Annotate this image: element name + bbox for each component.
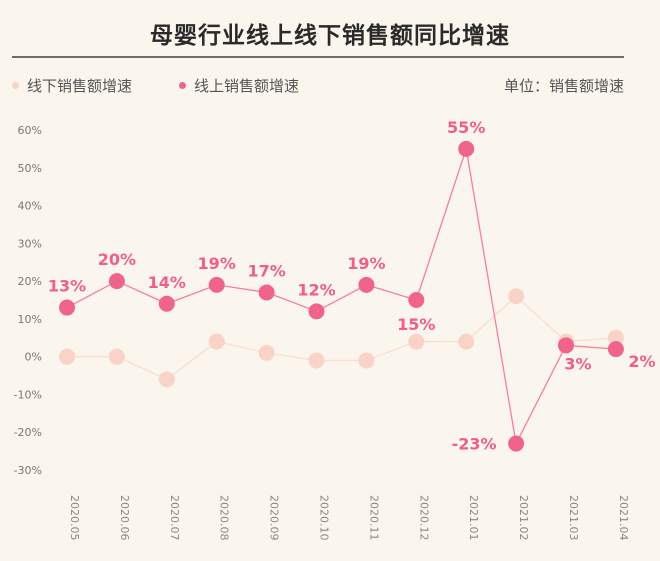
x-tick-label: 2020.06 bbox=[118, 495, 131, 541]
data-label: 14% bbox=[148, 273, 186, 292]
data-point-offline bbox=[59, 348, 75, 365]
data-point-online bbox=[358, 276, 375, 293]
series-line-offline bbox=[67, 295, 616, 381]
data-point-offline bbox=[158, 371, 175, 388]
y-tick-label: 0% bbox=[25, 351, 42, 364]
title-divider bbox=[12, 56, 624, 58]
data-label: 17% bbox=[247, 261, 285, 280]
legend-marker-online bbox=[179, 82, 186, 89]
data-point-online bbox=[458, 140, 475, 157]
data-point-online bbox=[308, 303, 325, 320]
data-label: 2% bbox=[628, 352, 655, 371]
data-point-offline bbox=[258, 344, 275, 361]
x-tick-label: 2020.12 bbox=[417, 495, 430, 541]
series-line-online bbox=[66, 148, 616, 446]
data-point-online bbox=[258, 284, 275, 301]
data-label: 20% bbox=[98, 250, 136, 269]
data-label: 13% bbox=[48, 277, 86, 296]
legend-item-online: 线上销售额增速 bbox=[179, 75, 299, 96]
data-point-offline bbox=[108, 348, 125, 365]
data-point-offline bbox=[458, 333, 475, 350]
data-point-online bbox=[59, 299, 75, 316]
data-point-online bbox=[508, 435, 525, 452]
data-point-offline bbox=[508, 288, 525, 305]
data-point-offline bbox=[607, 329, 624, 346]
y-tick-label: 30% bbox=[18, 237, 42, 250]
unit-label: 单位：销售额增速 bbox=[503, 77, 624, 95]
legend-marker-offline bbox=[12, 82, 19, 89]
x-tick-label: 2021.03 bbox=[567, 495, 580, 541]
legend-label-online: 线上销售额增速 bbox=[194, 77, 300, 95]
data-point-online bbox=[558, 337, 574, 354]
y-tick-label: -30% bbox=[14, 464, 42, 477]
x-tick-label: 2020.08 bbox=[218, 495, 231, 541]
data-label: 55% bbox=[447, 118, 485, 137]
x-tick-label: 2021.01 bbox=[467, 495, 480, 541]
data-point-offline bbox=[208, 333, 225, 350]
data-label: 19% bbox=[198, 254, 236, 273]
data-point-online bbox=[108, 273, 125, 290]
y-tick-label: -20% bbox=[14, 426, 42, 439]
data-point-online bbox=[158, 295, 175, 312]
legend-item-offline: 线下销售额增速 bbox=[12, 75, 132, 96]
data-point-offline bbox=[358, 352, 375, 369]
y-tick-label: 10% bbox=[18, 313, 42, 326]
chart-title: 母婴行业线上线下销售额同比增速 bbox=[150, 23, 510, 49]
y-tick-label: 20% bbox=[18, 275, 42, 288]
x-tick-label: 2020.09 bbox=[268, 495, 281, 541]
data-point-online bbox=[208, 276, 225, 293]
x-tick-label: 2021.02 bbox=[517, 495, 530, 541]
y-tick-label: 60% bbox=[18, 124, 42, 137]
data-label: 19% bbox=[347, 254, 385, 273]
data-label: -23% bbox=[452, 435, 497, 454]
data-point-offline bbox=[408, 333, 425, 350]
x-tick-label: 2020.11 bbox=[367, 495, 380, 541]
x-tick-label: 2020.05 bbox=[68, 495, 81, 541]
data-label: 12% bbox=[297, 280, 335, 299]
y-tick-label: 40% bbox=[18, 200, 42, 213]
legend-label-offline: 线下销售额增速 bbox=[27, 77, 133, 95]
x-tick-label: 2020.10 bbox=[318, 495, 331, 541]
y-tick-label: -10% bbox=[14, 388, 42, 401]
x-tick-label: 2020.07 bbox=[168, 495, 181, 541]
y-tick-label: 50% bbox=[18, 162, 42, 175]
data-point-offline bbox=[308, 352, 325, 369]
data-label: 3% bbox=[564, 354, 591, 373]
x-tick-label: 2021.04 bbox=[617, 495, 630, 541]
data-point-online bbox=[607, 341, 624, 358]
data-point-online bbox=[408, 292, 425, 308]
data-label: 15% bbox=[397, 315, 435, 334]
